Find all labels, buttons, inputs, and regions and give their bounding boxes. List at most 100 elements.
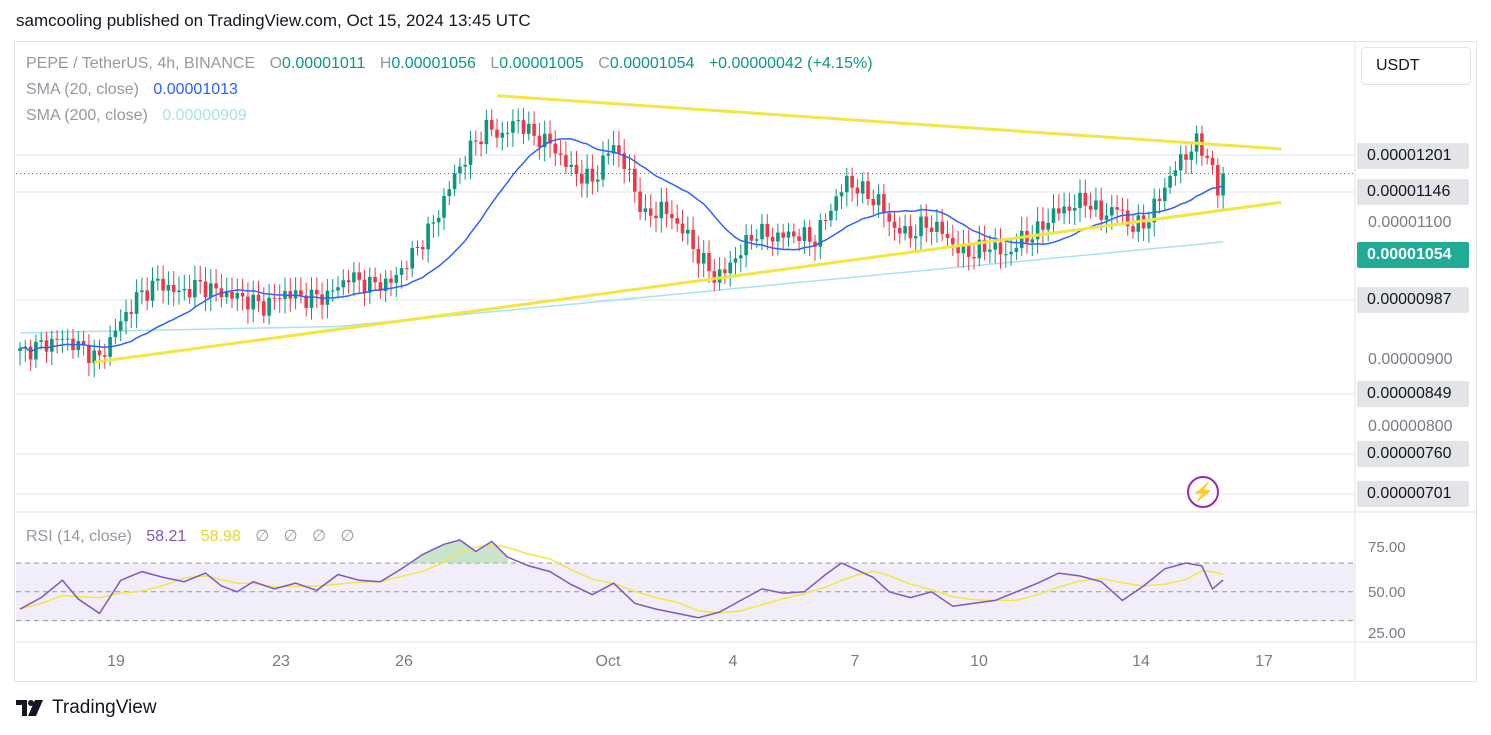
candle — [521, 120, 526, 134]
candle — [1221, 173, 1225, 196]
footer-brand[interactable]: TradingView — [52, 697, 157, 718]
rsi-tick: 50.00 — [1368, 584, 1406, 601]
sma20-line — [19, 138, 1224, 353]
candle — [691, 229, 695, 250]
candle — [839, 192, 844, 197]
candle — [564, 155, 568, 167]
candle — [1157, 198, 1162, 202]
symbol-name[interactable]: PEPE / TetherUS, 4h, BINANCE — [26, 55, 256, 72]
rsi-empty-3: ∅ — [312, 528, 326, 545]
candle — [786, 231, 791, 238]
candle — [97, 350, 102, 356]
footer: TradingView — [16, 697, 157, 719]
candle — [1062, 206, 1066, 214]
price-level-tag[interactable]: 0.00001201 — [1357, 143, 1469, 169]
candle — [240, 293, 245, 297]
high-label: H — [379, 55, 392, 72]
candle — [256, 294, 261, 302]
sma200-label: SMA (200, close) — [26, 107, 148, 124]
rsi-label: RSI (14, close) — [26, 528, 132, 545]
candle — [161, 278, 165, 291]
candle — [463, 164, 467, 167]
candle — [701, 252, 706, 264]
time-tick: 26 — [395, 653, 413, 670]
candle — [643, 208, 648, 213]
candle — [797, 236, 801, 241]
rsi-line — [19, 539, 1224, 619]
candle — [1088, 205, 1093, 210]
candle — [346, 280, 351, 283]
candle — [309, 289, 314, 308]
candle — [468, 140, 473, 165]
sma200-legend[interactable]: SMA (200, close) 0.00000909 — [26, 107, 247, 125]
candle — [988, 249, 992, 252]
candle — [230, 291, 234, 299]
candle — [1104, 215, 1109, 220]
price-level-tag[interactable]: 0.00000760 — [1357, 441, 1469, 467]
candle — [1030, 239, 1035, 243]
candle — [585, 168, 589, 184]
candle — [908, 226, 913, 239]
candle — [903, 226, 907, 234]
candle — [1125, 210, 1130, 227]
candle — [357, 272, 361, 280]
candle — [945, 233, 950, 238]
change-value: +0.00000042 (+4.15%) — [708, 55, 873, 72]
candle — [1035, 221, 1040, 240]
candle — [1136, 215, 1141, 232]
sma20-legend[interactable]: SMA (20, close) 0.00001013 — [26, 81, 238, 99]
candle — [723, 269, 727, 274]
price-level-tag[interactable]: 0.00000849 — [1357, 381, 1469, 407]
candle — [516, 120, 520, 122]
candle — [389, 278, 393, 283]
lightning-icon[interactable]: ⚡ — [1187, 476, 1219, 508]
candle — [595, 179, 600, 182]
candle — [553, 143, 558, 154]
candle — [712, 271, 717, 283]
close-label: C — [598, 55, 610, 72]
candle — [1072, 207, 1077, 211]
candle — [65, 338, 70, 340]
candle — [92, 350, 96, 364]
candle — [998, 242, 1003, 255]
candle — [1004, 254, 1008, 256]
candle — [627, 168, 632, 170]
candle — [887, 213, 891, 222]
rsi-empty-2: ∅ — [283, 528, 298, 545]
candle — [18, 348, 22, 352]
price-level-tag[interactable]: 0.00000701 — [1357, 481, 1469, 507]
candle — [50, 338, 54, 352]
candle — [1152, 198, 1156, 223]
candle — [60, 338, 65, 340]
candle — [633, 168, 637, 192]
candle — [399, 268, 404, 275]
rsi-legend[interactable]: RSI (14, close) 58.21 58.98 ∅ ∅ ∅ ∅ — [26, 526, 354, 546]
price-level-tag[interactable]: 0.00000987 — [1357, 287, 1469, 313]
price-level-tag[interactable]: 0.00001146 — [1357, 179, 1469, 205]
open-value: 0.00001011 — [282, 55, 366, 72]
candle — [1009, 251, 1013, 255]
low-value: 0.00001005 — [499, 55, 584, 72]
rsi-value: 58.21 — [146, 528, 187, 545]
candle — [739, 255, 743, 259]
candle — [336, 287, 340, 291]
candle — [892, 221, 897, 228]
rsi-ma-value: 58.98 — [200, 528, 241, 545]
candle — [749, 234, 754, 241]
candle — [484, 119, 489, 145]
candle — [1078, 192, 1082, 208]
time-tick: 17 — [1255, 653, 1273, 670]
currency-button[interactable]: USDT — [1361, 47, 1471, 85]
candle — [659, 201, 664, 219]
candle — [823, 220, 828, 222]
time-tick: 4 — [728, 653, 738, 670]
sma200-value: 0.00000909 — [162, 107, 247, 124]
candle — [1014, 247, 1019, 252]
candle — [150, 280, 155, 301]
candle — [919, 216, 923, 237]
candle — [421, 246, 425, 250]
candle — [28, 346, 33, 360]
candle — [664, 201, 669, 215]
candle — [182, 288, 187, 291]
